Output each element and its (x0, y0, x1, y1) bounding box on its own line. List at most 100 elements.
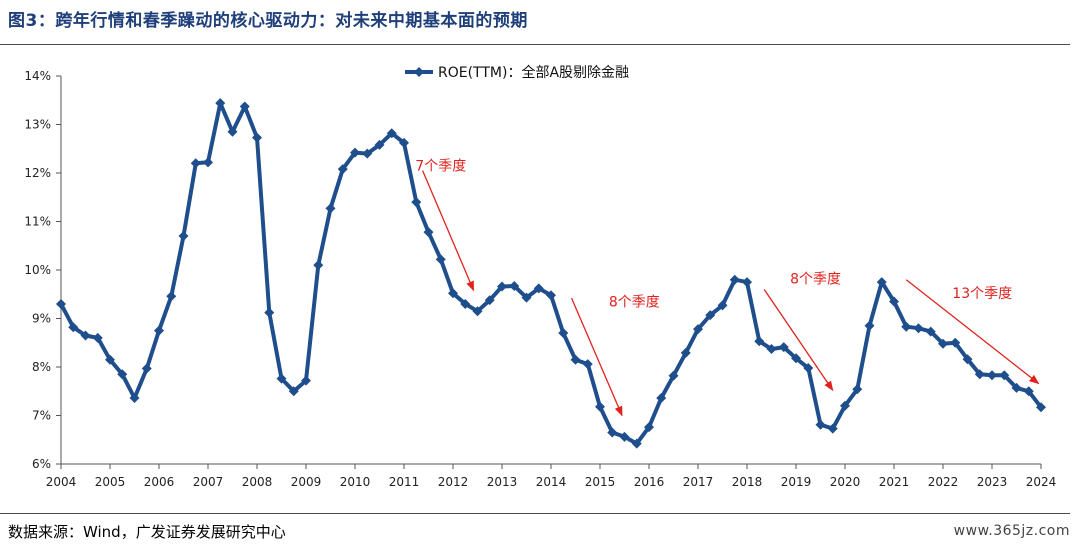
data-point-marker (472, 306, 483, 317)
x-tick-label: 2018 (732, 475, 763, 489)
data-point-marker (852, 384, 863, 395)
annotation-arrow (905, 279, 1040, 385)
data-point-marker (117, 369, 128, 380)
data-point-marker (582, 359, 593, 370)
annotation-label: 8个季度 (609, 294, 660, 310)
data-point-marker (301, 375, 311, 386)
data-point-marker (925, 326, 936, 337)
data-point-marker (680, 347, 691, 358)
data-point-marker (864, 320, 875, 331)
data-point-marker (325, 203, 336, 214)
data-point-marker (656, 393, 667, 404)
y-tick-label: 10% (24, 263, 51, 277)
x-tick-label: 2005 (95, 475, 126, 489)
data-point-marker (239, 101, 250, 112)
data-point-marker (901, 321, 912, 332)
chart-axes: 6% 7% 8% 9% 10% 11% 12% 13% 14% 2004 2005 2006 2007 2… (24, 69, 1056, 489)
y-tick-label: 7% (32, 409, 51, 423)
annotation-label: 8个季度 (790, 272, 841, 288)
data-point-marker (693, 324, 703, 335)
data-point-marker (252, 132, 262, 143)
data-point-marker (827, 423, 838, 434)
y-tick-label: 9% (32, 312, 51, 326)
data-point-marker (619, 431, 630, 442)
data-point-marker (999, 370, 1010, 381)
data-point-marker (729, 274, 740, 285)
data-point-marker (705, 310, 716, 321)
data-point-marker (521, 292, 532, 303)
data-point-marker (484, 295, 495, 306)
data-point-marker (987, 370, 997, 381)
data-point-marker (1023, 386, 1034, 397)
data-point-marker (141, 363, 152, 374)
y-tick-label: 6% (32, 457, 51, 471)
x-tick-label: 2010 (340, 475, 371, 489)
x-tick-label: 2017 (683, 475, 714, 489)
data-point-marker (815, 419, 826, 430)
data-point-marker (570, 354, 581, 365)
x-tick-label: 2014 (536, 475, 567, 489)
y-tick-label: 11% (24, 215, 51, 229)
annotation-label: 13个季度 (952, 286, 1012, 302)
data-point-marker (631, 438, 642, 449)
data-point-marker (791, 353, 801, 364)
data-point-marker (595, 401, 605, 412)
x-tick-label: 2004 (46, 475, 77, 489)
data-point-marker (350, 147, 360, 158)
data-point-marker (766, 344, 777, 355)
data-point-marker (717, 300, 728, 311)
legend-label: ROE(TTM)：全部A股剔除金融 (438, 64, 629, 81)
y-tick-label: 12% (24, 166, 51, 180)
data-point-marker (313, 260, 324, 271)
data-point-marker (80, 330, 91, 341)
data-point-marker (950, 337, 961, 348)
data-point-marker (190, 158, 201, 169)
data-point-marker (742, 277, 752, 288)
annotation-arrow (422, 170, 475, 292)
x-tick-label: 2023 (977, 475, 1008, 489)
x-tick-label: 2013 (487, 475, 518, 489)
legend-swatch-marker (414, 67, 424, 77)
data-point-marker (803, 362, 814, 373)
data-point-marker (178, 231, 189, 242)
x-tick-label: 2020 (830, 475, 861, 489)
data-point-marker (288, 386, 299, 397)
x-tick-label: 2024 (1026, 475, 1057, 489)
x-tick-label: 2022 (928, 475, 959, 489)
data-point-marker (435, 254, 446, 265)
data-point-marker (889, 296, 899, 307)
data-point-marker (840, 400, 850, 411)
data-point-marker (362, 148, 373, 159)
data-point-marker (509, 281, 520, 292)
title-divider (0, 44, 1070, 45)
legend: ROE(TTM)：全部A股剔除金融 (405, 64, 629, 81)
data-point-marker (215, 98, 226, 109)
watermark: www.365jz.com (953, 523, 1070, 539)
data-point-marker (644, 422, 654, 433)
x-tick-label: 2012 (438, 475, 469, 489)
series-line (59, 101, 1043, 446)
x-tick-label: 2019 (781, 475, 812, 489)
annotation-arrow (763, 289, 834, 392)
data-point-marker (558, 328, 569, 339)
series-layer (56, 98, 1046, 449)
data-point-marker (974, 369, 985, 380)
x-tick-label: 2021 (879, 475, 910, 489)
data-point-marker (92, 332, 103, 343)
data-point-marker (374, 139, 385, 150)
data-point-marker (497, 281, 507, 292)
x-tick-label: 2011 (389, 475, 420, 489)
data-point-marker (876, 277, 887, 288)
x-tick-label: 2007 (193, 475, 224, 489)
x-tick-label: 2015 (585, 475, 616, 489)
data-point-marker (154, 325, 164, 336)
data-point-marker (546, 290, 556, 301)
annotation-arrow (570, 297, 623, 417)
data-point-marker (227, 126, 238, 137)
data-point-marker (399, 137, 409, 148)
data-point-marker (754, 336, 765, 347)
x-tick-label: 2009 (291, 475, 322, 489)
data-point-marker (668, 370, 679, 381)
annotation-label: 7个季度 (415, 159, 466, 175)
